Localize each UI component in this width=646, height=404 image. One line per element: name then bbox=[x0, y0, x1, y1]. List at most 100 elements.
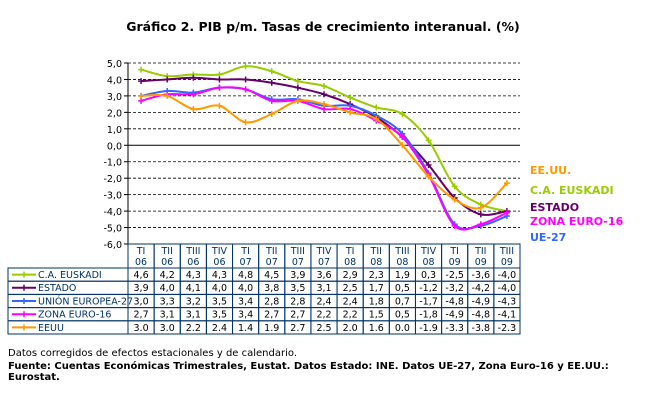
table-header-year: 06 bbox=[161, 257, 173, 268]
table-value: -2,5 bbox=[445, 270, 464, 281]
table-header-year: 07 bbox=[266, 257, 278, 268]
data-point bbox=[268, 79, 275, 86]
table-header-year: 06 bbox=[187, 257, 199, 268]
data-point bbox=[164, 76, 171, 83]
table-value: 2,8 bbox=[290, 296, 305, 307]
table-header-quarter: TIII bbox=[394, 246, 409, 257]
table-header-quarter: TII bbox=[370, 246, 382, 257]
table-value: 3,4 bbox=[238, 310, 253, 321]
table-value: -3,6 bbox=[472, 270, 491, 281]
table-value: 2.4 bbox=[212, 323, 227, 334]
series-end-label: C.A. EUSKADI bbox=[530, 184, 614, 197]
table-value: 2,2 bbox=[343, 310, 358, 321]
table-value: -2.3 bbox=[498, 323, 517, 334]
table-header-quarter: TII bbox=[265, 246, 277, 257]
table-value: 0,7 bbox=[395, 296, 410, 307]
source-text: Fuente: Cuentas Económicas Trimestrales,… bbox=[8, 361, 609, 383]
table-value: 4,3 bbox=[186, 270, 201, 281]
table-header-quarter: TI bbox=[240, 246, 250, 257]
table-value: 2,4 bbox=[316, 296, 331, 307]
table-value: -4,9 bbox=[445, 310, 464, 321]
table-value: 0,3 bbox=[421, 270, 436, 281]
table-value: 2.7 bbox=[290, 323, 305, 334]
table-header-quarter: TI bbox=[136, 246, 146, 257]
data-point bbox=[242, 63, 249, 70]
data-point bbox=[503, 209, 510, 216]
table-value: 4,8 bbox=[238, 270, 253, 281]
table-value: 4,0 bbox=[160, 283, 175, 294]
table-value: -4,8 bbox=[472, 310, 491, 321]
data-point bbox=[399, 142, 406, 149]
table-value: 3,5 bbox=[290, 283, 305, 294]
table-value: -4,8 bbox=[445, 296, 464, 307]
table-value: 3,4 bbox=[238, 296, 253, 307]
table-value: 2,5 bbox=[343, 283, 358, 294]
table-value: 3,9 bbox=[134, 283, 149, 294]
data-point bbox=[347, 94, 354, 101]
data-point bbox=[477, 221, 484, 228]
table-value: 0,5 bbox=[395, 283, 410, 294]
data-point bbox=[138, 66, 145, 73]
table-value: 4,5 bbox=[264, 270, 279, 281]
y-tick-label: -5,0 bbox=[103, 224, 122, 235]
series-end-label: UE-27 bbox=[530, 231, 566, 244]
table-header-quarter: TIV bbox=[420, 246, 437, 257]
chart: Gráfico 2. PIB p/m. Tasas de crecimiento… bbox=[7, 19, 624, 335]
table-header-year: 06 bbox=[213, 257, 225, 268]
table-value: 1.6 bbox=[369, 323, 384, 334]
table-value: 4,2 bbox=[160, 270, 175, 281]
y-tick-label: 1,0 bbox=[107, 125, 122, 136]
data-point bbox=[321, 91, 327, 98]
table-header-year: 07 bbox=[240, 257, 252, 268]
table-value: 3,0 bbox=[134, 296, 149, 307]
table-value: -4,9 bbox=[472, 296, 491, 307]
chart-title: Gráfico 2. PIB p/m. Tasas de crecimiento… bbox=[126, 19, 520, 34]
table-value: 3,3 bbox=[160, 296, 175, 307]
table-value: 1.4 bbox=[238, 323, 253, 334]
data-point bbox=[216, 76, 223, 83]
series-end-label: ZONA EURO-16 bbox=[530, 215, 624, 228]
table-header-quarter: TII bbox=[474, 246, 486, 257]
table-value: -3.3 bbox=[445, 323, 464, 334]
table-value: 2.2 bbox=[186, 323, 201, 334]
data-point bbox=[190, 106, 197, 113]
legend-marker bbox=[21, 298, 27, 304]
data-point bbox=[216, 102, 223, 109]
table-value: 3,6 bbox=[316, 270, 331, 281]
data-point bbox=[347, 109, 354, 116]
y-tick-label: 2,0 bbox=[107, 108, 122, 119]
legend-label: C.A. EUSKADI bbox=[38, 270, 102, 281]
table-header-quarter: TIII bbox=[290, 246, 305, 257]
table-header-year: 07 bbox=[292, 257, 304, 268]
table-header-year: 09 bbox=[449, 257, 461, 268]
data-point bbox=[268, 97, 275, 104]
data-point bbox=[321, 101, 327, 108]
table-value: 4,0 bbox=[212, 283, 227, 294]
data-point bbox=[268, 111, 275, 118]
table-header-quarter: TIII bbox=[499, 246, 514, 257]
data-point bbox=[242, 76, 249, 83]
table-value: 3,1 bbox=[186, 310, 201, 321]
table-value: 3,1 bbox=[316, 283, 331, 294]
data-point bbox=[373, 104, 380, 111]
table-value: 4,6 bbox=[134, 270, 149, 281]
table-value: 1,7 bbox=[369, 283, 384, 294]
table-value: 2,7 bbox=[134, 310, 149, 321]
note-text: Datos corregidos de efectos estacionales… bbox=[8, 348, 298, 359]
y-tick-label: -2,0 bbox=[103, 174, 122, 185]
y-tick-label: 5,0 bbox=[107, 59, 122, 70]
table-header-quarter: TIV bbox=[211, 246, 228, 257]
data-point bbox=[503, 180, 510, 187]
legend-label: ZONA EURO-16 bbox=[38, 310, 111, 321]
data-point bbox=[477, 204, 484, 211]
table-header-quarter: TIV bbox=[315, 246, 332, 257]
table-value: 4,3 bbox=[212, 270, 227, 281]
data-point bbox=[190, 74, 197, 81]
table-value: -4,3 bbox=[498, 296, 517, 307]
table-value: 0,5 bbox=[395, 310, 410, 321]
y-tick-label: -3,0 bbox=[103, 191, 122, 202]
table-value: -3.8 bbox=[472, 323, 491, 334]
data-point bbox=[451, 196, 458, 203]
table-value: 1,9 bbox=[395, 270, 410, 281]
data-point bbox=[321, 83, 327, 90]
